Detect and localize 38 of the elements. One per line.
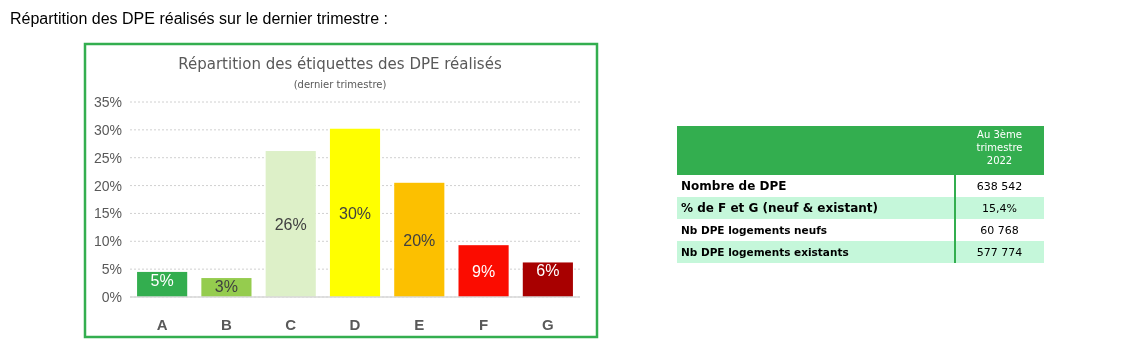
y-tick-label: 5%: [101, 261, 122, 278]
y-tick-label: 20%: [93, 177, 122, 194]
text: 638 542: [976, 180, 1023, 193]
category-label: % de F et G (neuf & existant): [681, 201, 879, 215]
bar: [394, 182, 445, 297]
y-tick-label: 30%: [93, 121, 122, 138]
text: Au 3ème trimestre 2022: [976, 129, 1023, 166]
data-label: 6%: [536, 262, 560, 280]
y-tick-label: 10%: [93, 233, 122, 250]
data-label: 5%: [150, 271, 174, 289]
x-tick-label: E: [414, 316, 425, 333]
x-tick-label: A: [156, 316, 168, 333]
x-tick-label: G: [542, 316, 554, 333]
category-label: Nb DPE logements neufs: [681, 224, 828, 236]
bar: [265, 151, 316, 297]
category-label: Nb DPE logements existants: [681, 246, 849, 258]
category-label: Nombre de DPE: [681, 179, 787, 193]
x-tick-label: B: [221, 316, 233, 333]
text: Répartition des DPE réalisés sur le dernier trimestre :: [10, 10, 388, 27]
chart-subtitle: (dernier trimestre): [293, 79, 387, 90]
data-label: 20%: [403, 231, 436, 249]
chart-title: Répartition des étiquettes des DPE réalisés: [178, 55, 502, 73]
text: 15,4%: [982, 202, 1017, 215]
data-label: 30%: [338, 204, 372, 222]
y-tick-label: 25%: [93, 149, 122, 166]
x-tick-label: D: [349, 316, 361, 333]
text: 577 774: [976, 246, 1023, 259]
y-tick-label: 15%: [93, 205, 122, 222]
text: 60 768: [980, 224, 1019, 237]
data-label: 9%: [472, 263, 496, 281]
bar: [329, 128, 381, 297]
bar: [458, 245, 509, 297]
y-tick-label: 35%: [93, 94, 122, 110]
x-tick-label: F: [478, 316, 489, 333]
data-label: 3%: [214, 278, 238, 296]
x-tick-label: C: [285, 316, 297, 333]
y-tick-label: 0%: [101, 289, 122, 305]
data-label: 26%: [274, 216, 307, 234]
